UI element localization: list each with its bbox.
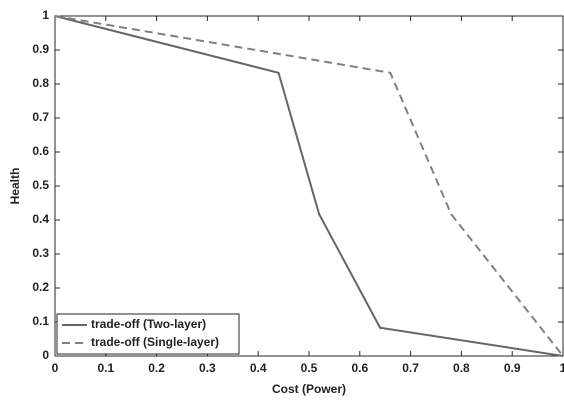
y-tick-label: 0.1 bbox=[32, 314, 49, 328]
x-tick-label: 0.7 bbox=[402, 361, 419, 375]
x-tick-label: 0.2 bbox=[148, 361, 165, 375]
plot-frame bbox=[54, 15, 564, 357]
x-tick-label: 0.4 bbox=[250, 361, 267, 375]
y-tick-label: 0.8 bbox=[32, 76, 49, 90]
y-axis-label: Health bbox=[8, 168, 22, 205]
y-tick-label: 0.9 bbox=[32, 42, 49, 56]
y-tick-label: 0.4 bbox=[32, 212, 49, 226]
x-tick-label: 0.8 bbox=[453, 361, 470, 375]
legend-box bbox=[56, 313, 240, 355]
y-tick-label: 0.7 bbox=[32, 110, 49, 124]
legend-label: trade-off (Two-layer) bbox=[91, 317, 206, 331]
y-tick-label: 0.2 bbox=[32, 280, 49, 294]
legend-label: trade-off (Single-layer) bbox=[91, 335, 219, 349]
series-line bbox=[54, 15, 564, 357]
x-tick-label: 0 bbox=[52, 361, 59, 375]
y-tick-label: 0.6 bbox=[32, 144, 49, 158]
x-axis-label: Cost (Power) bbox=[272, 382, 346, 396]
x-tick-label: 0.9 bbox=[504, 361, 521, 375]
y-tick-label: 0.3 bbox=[32, 246, 49, 260]
series-line bbox=[54, 15, 564, 357]
y-tick-label: 0.5 bbox=[32, 178, 49, 192]
x-tick-label: 0.5 bbox=[301, 361, 318, 375]
x-tick-label: 0.1 bbox=[97, 361, 114, 375]
y-tick-label: 0 bbox=[42, 348, 49, 362]
x-tick-label: 0.3 bbox=[199, 361, 216, 375]
x-tick-label: 1 bbox=[560, 361, 564, 375]
y-tick-label: 1 bbox=[42, 8, 49, 22]
x-tick-label: 0.6 bbox=[351, 361, 368, 375]
